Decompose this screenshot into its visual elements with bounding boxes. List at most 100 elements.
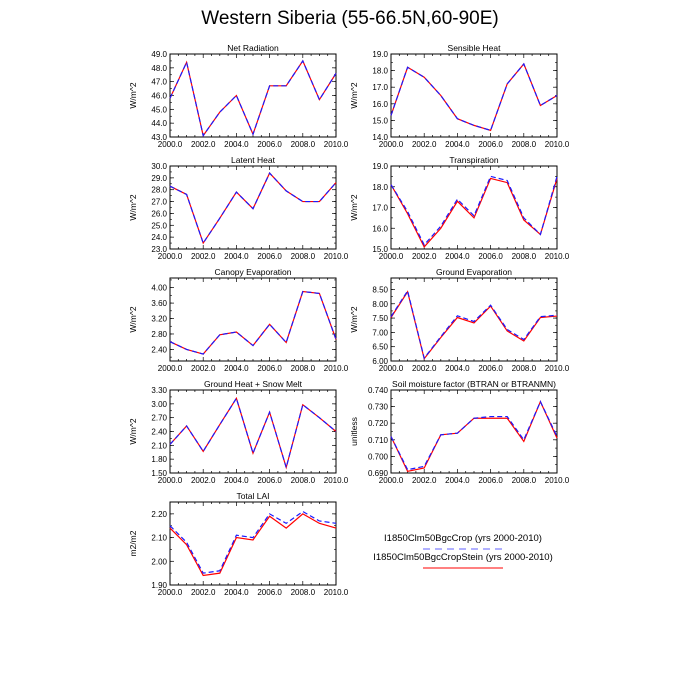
series-line-2 (390, 62, 558, 132)
figure-title: Western Siberia (55-66.5N,60-90E) (201, 8, 499, 29)
y-axis-label: W/m^2 (128, 82, 138, 108)
chart-panel-7: Ground Heat + Snow Melt W/m^2 2000.0 2002.0… (128, 379, 349, 485)
x-tick-label: 2004.0 (445, 364, 470, 373)
y-tick-label: 45.0 (151, 105, 167, 114)
panel-title: Total LAI (236, 491, 269, 501)
x-tick-label: 2004.0 (445, 140, 470, 149)
x-tick-label: 2006.0 (257, 476, 282, 485)
series-line-1 (169, 172, 337, 245)
y-tick-label: 2.10 (151, 534, 167, 543)
series-line-1 (169, 290, 337, 355)
series-line-2 (390, 177, 558, 248)
x-tick-label: 2006.0 (478, 476, 503, 485)
x-tick-label: 2004.0 (224, 140, 249, 149)
chart-panel-4: Transpiration W/m^2 2000.0 2002.0 2004.0 2006… (349, 155, 570, 261)
x-tick-label: 2004.0 (445, 476, 470, 485)
y-tick-label: 2.40 (151, 428, 167, 437)
panel-title: Soil moisture factor (BTRAN or BTRANMN) (392, 379, 556, 389)
y-tick-label: 24.0 (151, 233, 167, 242)
y-tick-label: 29.0 (151, 174, 167, 183)
y-tick-label: 8.50 (372, 285, 388, 294)
x-tick-label: 2004.0 (224, 588, 249, 597)
plot-frame (390, 165, 558, 250)
x-tick-label: 2010.0 (545, 140, 570, 149)
x-tick-label: 2000.0 (158, 252, 183, 261)
x-tick-label: 2006.0 (478, 140, 503, 149)
y-tick-label: 15.0 (372, 116, 388, 125)
x-tick-label: 2008.0 (512, 364, 537, 373)
x-tick-label: 2010.0 (324, 140, 349, 149)
chart-panel-5: Canopy Evaporation W/m^2 2000.0 2002.0 2004.… (128, 267, 349, 373)
x-tick-label: 2000.0 (379, 476, 404, 485)
series-line-1 (390, 289, 558, 360)
y-tick-label: 46.0 (151, 92, 167, 101)
y-tick-label: 3.60 (151, 299, 167, 308)
legend-label-2: I1850Clm50BgcCropStein (yrs 2000-2010) (373, 552, 553, 563)
y-tick-label: 23.0 (151, 245, 167, 254)
series-line-2 (169, 396, 337, 470)
y-tick-label: 8.00 (372, 300, 388, 309)
y-tick-label: 27.0 (151, 198, 167, 207)
y-tick-label: 18.0 (372, 183, 388, 192)
y-tick-label: 3.30 (151, 386, 167, 395)
x-tick-label: 2000.0 (158, 364, 183, 373)
y-tick-label: 26.0 (151, 209, 167, 218)
y-tick-label: 17.0 (372, 83, 388, 92)
x-tick-label: 2008.0 (512, 252, 537, 261)
y-tick-label: 6.00 (372, 357, 388, 366)
x-tick-label: 2000.0 (158, 476, 183, 485)
y-axis-label: W/m^2 (128, 194, 138, 220)
y-tick-label: 28.0 (151, 186, 167, 195)
x-tick-label: 2004.0 (445, 252, 470, 261)
x-tick-label: 2010.0 (545, 252, 570, 261)
x-tick-label: 2002.0 (191, 588, 216, 597)
series-line-1 (390, 400, 558, 471)
y-axis-label: unitless (349, 417, 359, 446)
x-tick-label: 2006.0 (478, 252, 503, 261)
series-line-1 (169, 59, 337, 138)
y-tick-label: 43.0 (151, 133, 167, 142)
y-axis-label: W/m^2 (349, 306, 359, 332)
chart-panel-8: Soil moisture factor (BTRAN or BTRANMN) u… (349, 379, 570, 485)
chart-panel-6: Ground Evaporation W/m^2 2000.0 2002.0 2004.… (349, 267, 570, 373)
y-tick-label: 7.00 (372, 328, 388, 337)
x-tick-label: 2008.0 (512, 140, 537, 149)
y-tick-label: 2.00 (151, 557, 167, 566)
x-tick-label: 2002.0 (191, 252, 216, 261)
y-tick-label: 1.90 (151, 581, 167, 590)
series-line-1 (390, 62, 558, 132)
x-tick-label: 2010.0 (324, 476, 349, 485)
x-tick-label: 2004.0 (224, 252, 249, 261)
y-tick-label: 18.0 (372, 67, 388, 76)
y-tick-label: 6.50 (372, 343, 388, 352)
x-tick-label: 2006.0 (257, 588, 282, 597)
chart-panel-2: Sensible Heat W/m^2 2000.0 2002.0 2004.0 2006… (349, 43, 570, 149)
y-tick-label: 3.20 (151, 315, 167, 324)
y-tick-label: 7.50 (372, 314, 388, 323)
plot-frame (390, 389, 558, 474)
panel-title: Ground Heat + Snow Melt (204, 379, 303, 389)
y-axis-label: W/m^2 (349, 82, 359, 108)
x-tick-label: 2002.0 (412, 252, 437, 261)
x-tick-label: 2000.0 (379, 364, 404, 373)
x-tick-label: 2008.0 (291, 140, 316, 149)
x-tick-label: 2002.0 (412, 364, 437, 373)
x-tick-label: 2004.0 (224, 476, 249, 485)
x-tick-label: 2002.0 (191, 364, 216, 373)
y-tick-label: 0.700 (368, 452, 389, 461)
y-tick-label: 2.70 (151, 414, 167, 423)
y-tick-label: 16.0 (372, 224, 388, 233)
y-tick-label: 30.0 (151, 162, 167, 171)
x-tick-label: 2002.0 (191, 476, 216, 485)
plot-frame (169, 277, 337, 362)
y-axis-label: W/m^2 (128, 306, 138, 332)
x-tick-label: 2010.0 (324, 252, 349, 261)
x-tick-label: 2000.0 (158, 588, 183, 597)
series-line-2 (169, 513, 337, 577)
y-tick-label: 14.0 (372, 133, 388, 142)
x-tick-label: 2010.0 (545, 476, 570, 485)
y-tick-label: 17.0 (372, 204, 388, 213)
y-tick-label: 48.0 (151, 64, 167, 73)
chart-panel-1: Net Radiation W/m^2 2000.0 2002.0 2004.0 2006… (128, 43, 349, 149)
